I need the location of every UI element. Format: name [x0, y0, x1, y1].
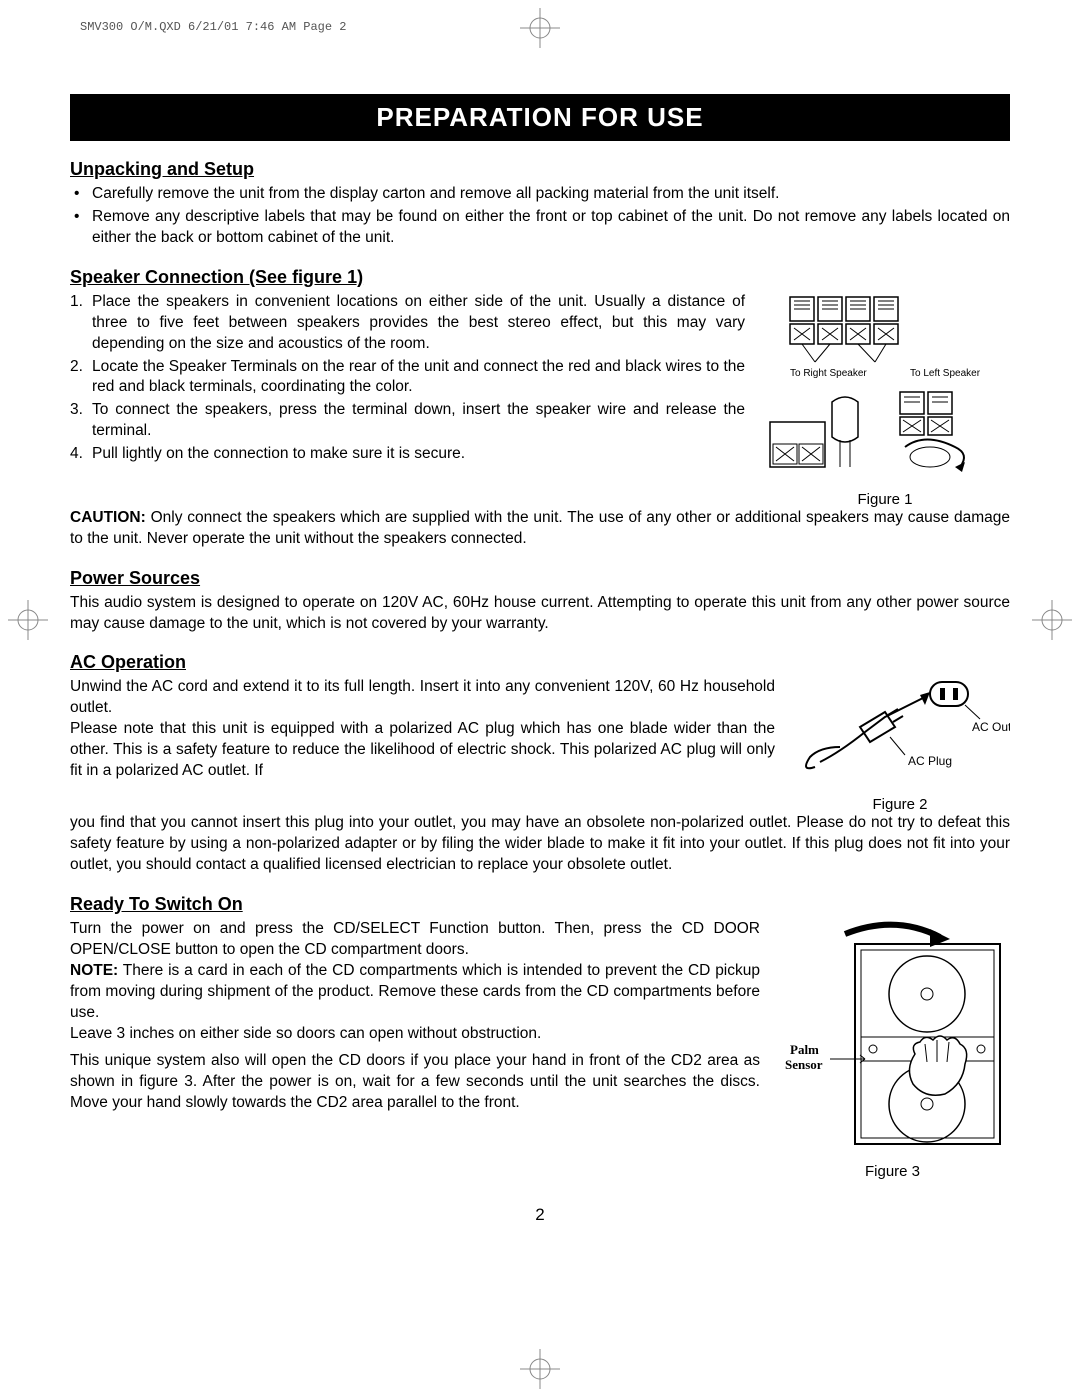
speaker-item: Locate the Speaker Terminals on the rear… [92, 357, 745, 399]
ready-text1: Turn the power on and press the CD/SELEC… [70, 919, 760, 961]
ac-plug-diagram-icon: AC Outlet AC Plug [790, 677, 1010, 787]
fig2-plug-label: AC Plug [908, 754, 952, 768]
speaker-list: Place the speakers in convenient locatio… [70, 292, 745, 465]
ready-note: NOTE: There is a card in each of the CD … [70, 961, 760, 1024]
speaker-item: Place the speakers in convenient locatio… [92, 292, 745, 355]
crop-mark-right [1032, 600, 1072, 640]
ac-text1: Unwind the AC cord and extend it to its … [70, 677, 775, 719]
note-text: There is a card in each of the CD compar… [70, 962, 760, 1021]
ac-text2-rest: you find that you cannot insert this plu… [70, 813, 1010, 876]
crop-mark-bottom [520, 1349, 560, 1389]
cd-unit-diagram-icon: Palm Sensor [775, 919, 1010, 1154]
crop-mark-left [8, 600, 48, 640]
speaker-caution: CAUTION: Only connect the speakers which… [70, 508, 1010, 550]
fig1-left-label: To Left Speaker [910, 368, 981, 379]
ready-text2: Leave 3 inches on either side so doors c… [70, 1024, 760, 1045]
unpacking-item: Remove any descriptive labels that may b… [92, 207, 1010, 249]
ac-text2-part: Please note that this unit is equipped w… [70, 719, 775, 782]
power-heading: Power Sources [70, 568, 1010, 589]
page-number: 2 [70, 1205, 1010, 1225]
unpacking-list: Carefully remove the unit from the displ… [70, 184, 1010, 249]
speaker-item: Pull lightly on the connection to make s… [92, 444, 745, 465]
figure-2: AC Outlet AC Plug Figure 2 [790, 677, 1010, 813]
figure-1: To Right Speaker To Left Speaker [760, 292, 1010, 508]
speaker-item: To connect the speakers, press the termi… [92, 400, 745, 442]
speaker-heading: Speaker Connection (See figure 1) [70, 267, 1010, 288]
fig3-sensor-label: Sensor [785, 1057, 823, 1072]
fig2-label: Figure 2 [790, 796, 1010, 813]
ac-heading: AC Operation [70, 652, 1010, 673]
page-content: SMV300 O/M.QXD 6/21/01 7:46 AM Page 2 PR… [0, 0, 1080, 1265]
crop-mark-top [520, 8, 560, 48]
fig3-label: Figure 3 [775, 1163, 1010, 1180]
fig3-palm-label: Palm [790, 1042, 819, 1057]
fig1-label: Figure 1 [760, 491, 1010, 508]
page-title: PREPARATION FOR USE [70, 94, 1010, 141]
fig2-outlet-label: AC Outlet [972, 720, 1010, 734]
figure-3: Palm Sensor Figure 3 [775, 919, 1010, 1180]
fig1-right-label: To Right Speaker [790, 368, 867, 379]
unpacking-item: Carefully remove the unit from the displ… [92, 184, 1010, 205]
caution-label: CAUTION: [70, 509, 146, 526]
unpacking-heading: Unpacking and Setup [70, 159, 1010, 180]
power-text: This audio system is designed to operate… [70, 593, 1010, 635]
ready-heading: Ready To Switch On [70, 894, 1010, 915]
speaker-diagram-icon: To Right Speaker To Left Speaker [760, 292, 1010, 482]
caution-text: Only connect the speakers which are supp… [70, 509, 1010, 547]
note-label: NOTE: [70, 962, 118, 979]
ready-text3: This unique system also will open the CD… [70, 1051, 760, 1114]
